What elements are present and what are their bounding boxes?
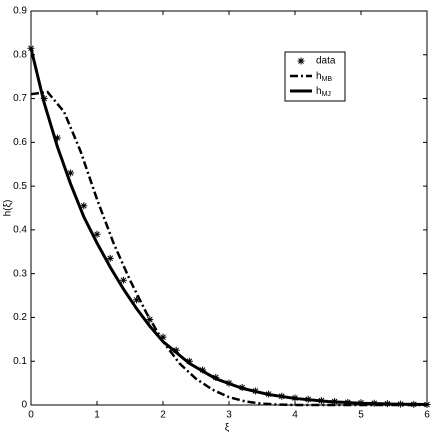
marker bbox=[53, 134, 61, 142]
x-tick-label: 2 bbox=[160, 410, 166, 421]
x-axis-label: ξ bbox=[225, 423, 230, 434]
marker bbox=[27, 44, 35, 52]
x-tick-label: 4 bbox=[292, 410, 298, 421]
x-tick-label: 5 bbox=[358, 410, 364, 421]
marker bbox=[106, 254, 114, 262]
y-tick-label: 0.7 bbox=[13, 93, 27, 104]
x-tick-label: 6 bbox=[424, 410, 430, 421]
marker bbox=[185, 357, 193, 365]
marker bbox=[297, 57, 305, 65]
marker bbox=[67, 169, 75, 177]
marker bbox=[159, 333, 167, 341]
legend-label: hMB bbox=[316, 71, 332, 83]
y-tick-label: 0.9 bbox=[13, 6, 27, 17]
legend-label: hMJ bbox=[316, 86, 331, 98]
x-tick-label: 3 bbox=[226, 410, 232, 421]
y-tick-label: 0.8 bbox=[13, 49, 27, 60]
y-tick-label: 0.6 bbox=[13, 137, 27, 148]
y-tick-label: 0.1 bbox=[13, 356, 27, 367]
y-tick-label: 0.4 bbox=[13, 225, 27, 236]
series-line bbox=[29, 47, 428, 407]
y-tick-label: 0 bbox=[21, 400, 27, 411]
series-line bbox=[30, 90, 427, 407]
x-tick-label: 0 bbox=[28, 410, 34, 421]
y-tick-label: 0.2 bbox=[13, 312, 27, 323]
marker bbox=[119, 276, 127, 284]
marker bbox=[80, 202, 88, 210]
y-tick-label: 0.5 bbox=[13, 181, 27, 192]
marker bbox=[93, 230, 101, 238]
marker bbox=[133, 296, 141, 304]
y-tick-label: 0.3 bbox=[13, 268, 27, 279]
plot-area bbox=[30, 10, 428, 406]
marker bbox=[172, 346, 180, 354]
legend-label: data bbox=[316, 56, 336, 67]
x-tick-label: 1 bbox=[94, 410, 100, 421]
y-axis-label: h(ξ) bbox=[3, 200, 14, 217]
